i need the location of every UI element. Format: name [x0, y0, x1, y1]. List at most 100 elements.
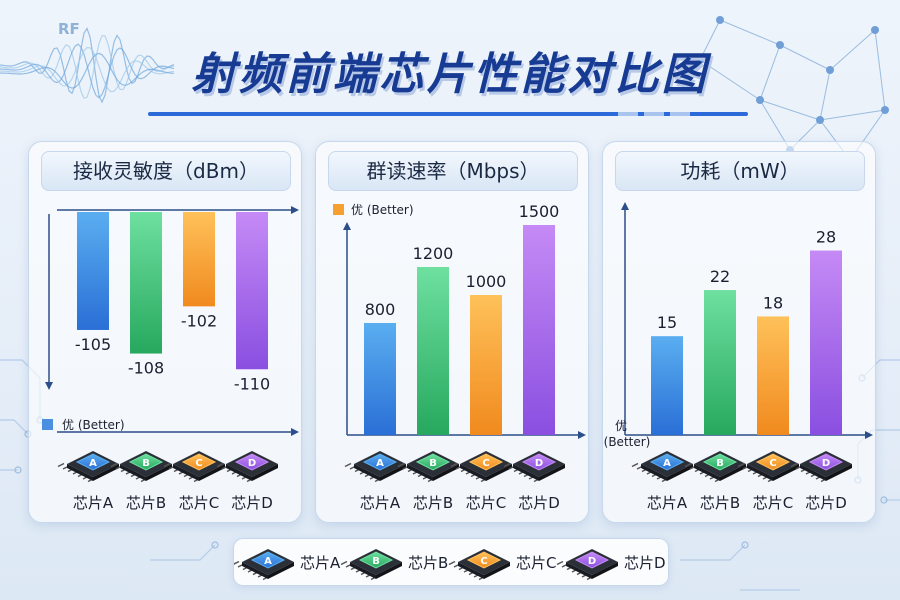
chip-b-icon: B — [110, 451, 172, 483]
value-label: 28 — [816, 228, 836, 247]
panel-power: 功耗（mW） 15 22 18 28 优 (Better) A 芯片A B 芯片B C 芯片C D 芯片D — [602, 141, 876, 523]
value-label: 15 — [657, 313, 677, 332]
value-label: -102 — [181, 311, 217, 330]
value-label: 1000 — [466, 272, 507, 291]
category-label: 芯片B — [413, 494, 453, 512]
category-label: 芯片C — [753, 494, 793, 512]
bar-c — [757, 316, 789, 435]
panel-title-power: 功耗（mW） — [615, 151, 865, 191]
category-label: 芯片A — [647, 494, 688, 512]
chip-a-icon: A — [631, 451, 693, 483]
value-label: -110 — [234, 374, 270, 393]
svg-text:C: C — [482, 458, 489, 469]
svg-text:B: B — [716, 458, 724, 469]
bar-d — [523, 225, 555, 435]
svg-text:B: B — [142, 458, 150, 469]
category-label: 芯片B — [126, 494, 166, 512]
panel-sensitivity: 接收灵敏度（dBm） -105 -108 -102 -110 优 (Better) A 芯片… — [28, 141, 302, 523]
category-label: 芯片C — [179, 494, 219, 512]
bar-b — [417, 267, 449, 435]
category-label: 芯片A — [360, 494, 401, 512]
x-axis-bottom-arrow — [291, 428, 299, 436]
svg-text:A: A — [89, 458, 97, 469]
chip-a-icon: A — [344, 451, 406, 483]
better-label: 优 (Better) — [62, 418, 125, 432]
svg-text:C: C — [480, 556, 487, 567]
panel-title-sensitivity: 接收灵敏度（dBm） — [41, 151, 291, 191]
value-label: -108 — [128, 359, 164, 378]
svg-text:B: B — [372, 556, 380, 567]
value-label: 800 — [365, 300, 396, 319]
rf-label: RF — [58, 20, 80, 38]
category-label: 芯片D — [231, 494, 273, 512]
value-label: 1500 — [519, 202, 560, 221]
x-axis-arrow — [578, 431, 586, 439]
svg-text:A: A — [663, 458, 671, 469]
better-label: 优 — [615, 419, 627, 433]
y-axis-arrow — [343, 222, 351, 230]
legend-chip-b-icon: B — [340, 549, 402, 581]
svg-text:A: A — [376, 458, 384, 469]
chip-d-icon: D — [790, 451, 852, 483]
bar-d — [810, 250, 842, 435]
better-marker — [333, 204, 344, 215]
legend-chip-a-icon: A — [234, 549, 294, 581]
chip-c-icon: C — [737, 451, 799, 483]
value-label: 18 — [763, 293, 783, 312]
legend-chip-d-icon: D — [556, 549, 618, 581]
better-marker — [42, 419, 53, 430]
panel-title-read-rate: 群读速率（Mbps） — [328, 151, 578, 191]
x-axis-arrow — [865, 431, 873, 439]
chip-a-icon: A — [57, 451, 119, 483]
chip-b-icon: B — [397, 451, 459, 483]
category-label: 芯片D — [805, 494, 847, 512]
legend: A 芯片A B 芯片B C 芯片C D 芯片D — [233, 538, 669, 586]
bar-d — [236, 212, 268, 370]
chart-power: 15 22 18 28 优 (Better) A 芯片A B 芯片B C 芯片C D 芯片D — [604, 202, 873, 512]
svg-text:D: D — [822, 458, 830, 469]
bar-a — [364, 323, 396, 435]
chart-read-rate: 800 1200 1000 1500 优 (Better) A 芯片A B 芯片B C 芯片C D 芯片… — [333, 202, 586, 512]
chip-c-icon: C — [450, 451, 512, 483]
y-axis-arrow — [621, 202, 629, 210]
page-title: 射频前端芯片性能对比图 — [191, 49, 709, 100]
svg-text:D: D — [248, 458, 256, 469]
chip-d-icon: D — [216, 451, 278, 483]
category-label: 芯片D — [518, 494, 560, 512]
bar-a — [77, 212, 109, 330]
svg-text:C: C — [195, 458, 202, 469]
x-axis-top-arrow — [291, 206, 299, 214]
legend-items: A 芯片A B 芯片B C 芯片C D 芯片D — [234, 549, 666, 581]
value-label: -105 — [75, 335, 111, 354]
chart-sensitivity: -105 -108 -102 -110 优 (Better) A 芯片A B 芯片B C 芯片C D 芯… — [42, 206, 299, 512]
svg-text:D: D — [535, 458, 543, 469]
legend-label: 芯片C — [516, 554, 556, 572]
category-label: 芯片C — [466, 494, 506, 512]
svg-text:C: C — [769, 458, 776, 469]
better-label: 优 (Better) — [351, 203, 414, 217]
bar-a — [651, 336, 683, 435]
bar-b — [704, 290, 736, 435]
category-label: 芯片A — [73, 494, 114, 512]
legend-label: 芯片B — [408, 554, 448, 572]
panel-read-rate: 群读速率（Mbps） 800 1200 1000 1500 优 (Better) A 芯片A… — [315, 141, 589, 523]
chip-d-icon: D — [503, 451, 565, 483]
bar-b — [130, 212, 162, 354]
category-label: 芯片B — [700, 494, 740, 512]
legend-chip-c-icon: C — [448, 549, 510, 581]
chip-c-icon: C — [163, 451, 225, 483]
better-label-sub: (Better) — [604, 435, 651, 449]
y-axis-arrow — [45, 382, 53, 390]
svg-text:D: D — [588, 556, 596, 567]
title-underline — [148, 112, 748, 116]
svg-text:A: A — [264, 556, 272, 567]
bar-c — [470, 295, 502, 435]
value-label: 1200 — [413, 244, 454, 263]
bar-c — [183, 212, 215, 307]
legend-label: 芯片D — [624, 554, 666, 572]
svg-text:B: B — [429, 458, 437, 469]
value-label: 22 — [710, 267, 730, 286]
chip-b-icon: B — [684, 451, 746, 483]
legend-label: 芯片A — [300, 554, 341, 572]
